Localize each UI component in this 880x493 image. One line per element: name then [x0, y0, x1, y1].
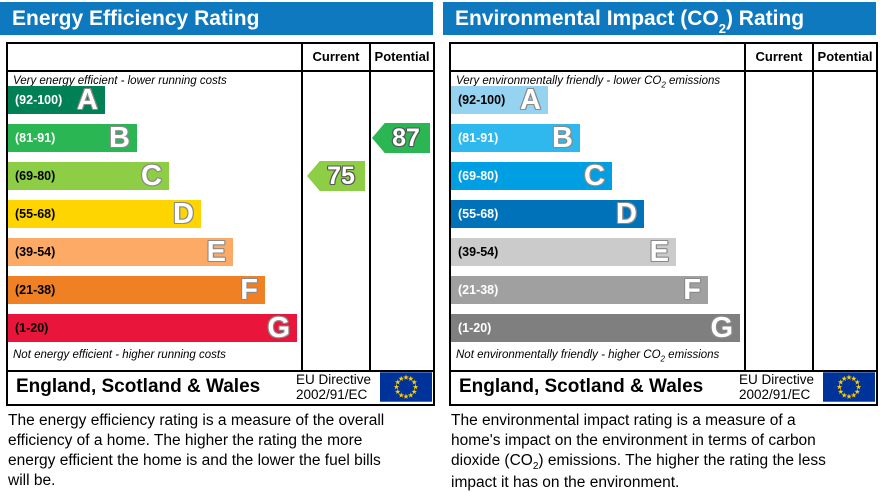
current-column-divider	[744, 44, 746, 370]
eu-directive-label: EU Directive 2002/91/EC	[296, 372, 371, 402]
energy-efficiency-panel: Energy Efficiency Rating Current Potenti…	[0, 0, 437, 493]
band-d-letter: D	[616, 198, 637, 230]
bottom-note-text-post: emissions	[664, 349, 720, 361]
band-b-range: (81-91)	[458, 131, 499, 145]
eu-directive-line1: EU Directive	[739, 372, 815, 387]
top-note-text-post: emissions	[665, 75, 721, 87]
band-c-letter: C	[584, 160, 605, 192]
chart-footer: England, Scotland & Wales EU Directive 2…	[451, 372, 876, 402]
band-f-range: (21-38)	[15, 283, 56, 297]
current-column-divider	[301, 44, 303, 370]
region-label: England, Scotland & Wales	[16, 376, 261, 397]
title-text: Energy Efficiency Rating	[12, 7, 260, 30]
band-a: (92-100) A	[451, 84, 548, 116]
header-row-divider	[8, 70, 433, 72]
band-a-range: (92-100)	[15, 93, 63, 107]
band-e-range: (39-54)	[15, 245, 56, 259]
title-text-post: ) Rating	[725, 7, 805, 30]
band-f-letter: F	[240, 274, 258, 306]
band-f-range: (21-38)	[458, 283, 499, 297]
header-row-divider	[451, 70, 876, 72]
current-column-header: Current	[312, 49, 360, 64]
eu-directive-label: EU Directive 2002/91/EC	[739, 372, 814, 402]
band-c: (69-80) C	[451, 160, 612, 192]
current-rating-value: 75	[327, 161, 355, 190]
band-c-range: (69-80)	[458, 169, 499, 183]
band-e-range: (39-54)	[458, 245, 499, 259]
description-subscript: 2	[532, 461, 539, 473]
band-e: (39-54) E	[451, 236, 676, 268]
current-rating-arrow: 75	[307, 161, 365, 191]
eu-flag-icon	[380, 372, 432, 402]
potential-column-header: Potential	[817, 49, 873, 64]
band-g-range: (1-20)	[458, 321, 492, 335]
bottom-note-subscript: 2	[660, 354, 665, 364]
band-c: (69-80) C	[8, 160, 169, 192]
energy-efficiency-description: The energy efficiency rating is a measur…	[8, 411, 388, 493]
band-g: (1-20) G	[8, 312, 297, 344]
top-note: Very energy efficient - lower running co…	[13, 75, 227, 89]
bottom-note-text: Not environmentally friendly - higher CO	[456, 349, 661, 361]
co2-rating-chart: Current Potential Very environmentally f…	[449, 42, 878, 406]
energy-efficiency-title: Energy Efficiency Rating	[0, 2, 433, 35]
description-text-post: ) emissions. The higher the rating the l…	[451, 452, 826, 492]
band-d-range: (55-68)	[458, 207, 499, 221]
band-a: (92-100) A	[8, 84, 105, 116]
potential-column-divider	[812, 44, 814, 370]
description-text: The energy efficiency rating is a measur…	[8, 412, 385, 490]
potential-column-divider	[369, 44, 371, 370]
energy-rating-chart: Current Potential Very energy efficient …	[6, 42, 435, 406]
title-text: Environmental Impact (CO	[455, 7, 719, 30]
band-g-letter: G	[710, 312, 733, 344]
description-text: The environmental impact rating is a mea…	[451, 412, 816, 470]
top-note-text: Very environmentally friendly - lower CO	[456, 75, 662, 87]
band-a-range: (92-100)	[458, 93, 506, 107]
environmental-impact-title: Environmental Impact (CO2) Rating	[443, 2, 876, 37]
band-e-letter: E	[649, 236, 669, 268]
band-d: (55-68) D	[8, 198, 201, 230]
band-a-letter: A	[77, 84, 98, 116]
band-e: (39-54) E	[8, 236, 233, 268]
band-e-letter: E	[206, 236, 226, 268]
band-c-letter: C	[141, 160, 162, 192]
band-g-range: (1-20)	[15, 321, 49, 335]
band-a-letter: A	[520, 84, 541, 116]
band-g: (1-20) G	[451, 312, 740, 344]
chart-footer: England, Scotland & Wales EU Directive 2…	[8, 372, 433, 402]
band-d-letter: D	[173, 198, 194, 230]
title-subscript: 2	[718, 21, 726, 37]
band-g-letter: G	[267, 312, 290, 344]
eu-directive-line2: 2002/91/EC	[739, 387, 811, 402]
band-d-range: (55-68)	[15, 207, 56, 221]
environmental-impact-panel: Environmental Impact (CO2) Rating Curren…	[443, 0, 880, 493]
band-b: (81-91) B	[8, 122, 137, 154]
current-column-header: Current	[755, 49, 803, 64]
region-label: England, Scotland & Wales	[459, 376, 704, 397]
band-b-range: (81-91)	[15, 131, 56, 145]
bottom-note: Not environmentally friendly - higher CO…	[456, 349, 719, 363]
bottom-note: Not energy efficient - higher running co…	[13, 349, 226, 363]
bottom-note-text: Not energy efficient - higher running co…	[13, 349, 226, 361]
eu-directive-line2: 2002/91/EC	[296, 387, 368, 402]
eu-directive-line1: EU Directive	[296, 372, 372, 387]
potential-rating-value: 87	[392, 123, 420, 152]
top-note: Very environmentally friendly - lower CO…	[456, 75, 720, 89]
top-note-text: Very energy efficient - lower running co…	[13, 75, 227, 87]
top-note-subscript: 2	[661, 80, 666, 90]
potential-rating-arrow: 87	[372, 123, 430, 153]
band-b-letter: B	[552, 122, 573, 154]
band-f: (21-38) F	[8, 274, 265, 306]
potential-column-header: Potential	[374, 49, 430, 64]
footer-row-divider	[8, 370, 433, 372]
band-b: (81-91) B	[451, 122, 580, 154]
band-c-range: (69-80)	[15, 169, 56, 183]
footer-row-divider	[451, 370, 876, 372]
band-f: (21-38) F	[451, 274, 708, 306]
band-f-letter: F	[683, 274, 701, 306]
environmental-impact-description: The environmental impact rating is a mea…	[451, 411, 831, 493]
eu-flag-icon	[823, 372, 875, 402]
band-d: (55-68) D	[451, 198, 644, 230]
band-b-letter: B	[109, 122, 130, 154]
